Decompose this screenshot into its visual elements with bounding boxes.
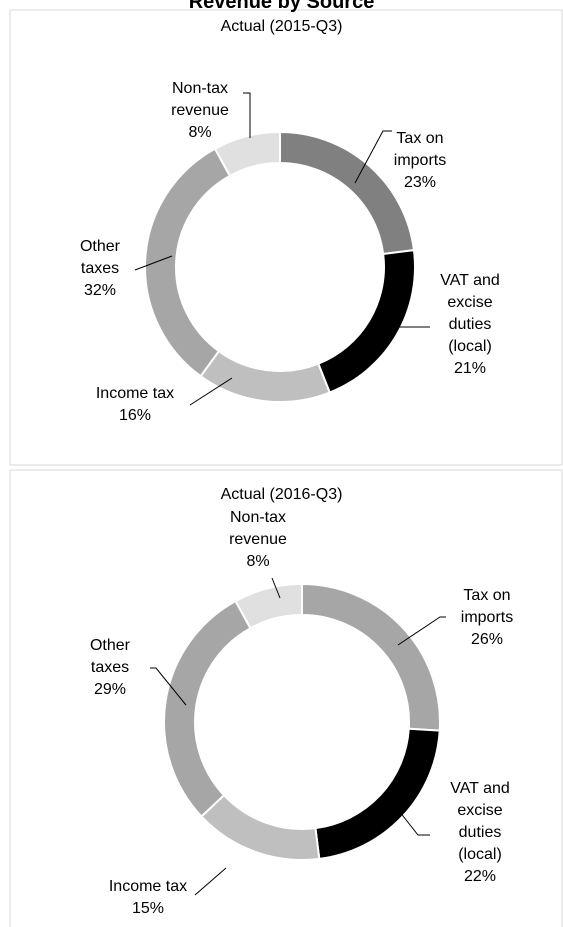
slice-label: Other taxes 29% — [70, 635, 150, 701]
leader-line — [391, 801, 430, 836]
leader-line — [134, 255, 173, 271]
chart-title: Actual (2016-Q3) — [0, 486, 563, 504]
donut-slice — [199, 349, 331, 403]
slice-label: Income tax 16% — [80, 383, 190, 427]
donut-slice — [213, 130, 281, 178]
donut-slice — [316, 248, 416, 394]
slice-label: Other taxes 32% — [60, 236, 140, 302]
panel-frame — [9, 469, 563, 927]
slice-value: 16% — [118, 407, 152, 424]
leader-line — [194, 867, 227, 896]
leader-line — [150, 667, 187, 706]
slice-value: 22% — [463, 868, 497, 885]
slice-label: VAT and excise duties (local) 21% — [430, 270, 510, 380]
slice-value: 8% — [188, 124, 212, 141]
leader-line — [397, 616, 446, 646]
donut-slice — [199, 793, 321, 861]
leader-line — [354, 130, 392, 184]
page-title: Revenue by Source — [188, 0, 375, 13]
slice-value: 15% — [131, 900, 165, 917]
slice-value: 8% — [246, 553, 270, 570]
chart-title-text: Actual (2016-Q3) — [220, 486, 343, 503]
slice-name: Non-tax revenue — [171, 80, 229, 119]
chart-title: Actual (2015-Q3) — [0, 18, 563, 36]
slice-value: 21% — [453, 360, 487, 377]
leader-line — [271, 577, 281, 599]
slice-name: Tax on imports — [460, 587, 514, 626]
donut-slice — [314, 727, 441, 861]
chart-title-text: Actual (2015-Q3) — [220, 18, 343, 35]
slice-value: 26% — [470, 631, 504, 648]
slice-value: 29% — [93, 681, 127, 698]
slice-name: VAT and excise duties (local) — [450, 780, 510, 863]
slice-name: Income tax — [95, 385, 175, 402]
slice-label: Tax on imports 26% — [447, 585, 527, 651]
slice-name: Non-tax revenue — [229, 509, 287, 548]
slice-label: VAT and excise duties (local) 22% — [440, 778, 520, 888]
slice-label: Non-tax revenue 8% — [160, 78, 240, 144]
slice-label: Non-tax revenue 8% — [218, 507, 298, 573]
leader-line — [243, 92, 251, 138]
leader-line — [189, 377, 233, 406]
slice-name: Income tax — [108, 878, 188, 895]
slice-name: VAT and excise duties (local) — [440, 272, 500, 355]
donut-slice — [234, 582, 303, 630]
slice-value: 32% — [83, 282, 117, 299]
panel-frame — [9, 9, 563, 466]
donut-slice — [163, 599, 252, 818]
donut-slice — [301, 582, 441, 732]
slice-name: Other taxes — [89, 637, 130, 676]
slice-name: Other taxes — [79, 238, 120, 277]
slice-name: Tax on imports — [393, 130, 447, 169]
slice-label: Tax on imports 23% — [380, 128, 460, 194]
slice-label: Income tax 15% — [90, 876, 206, 920]
slice-value: 23% — [403, 174, 437, 191]
donut-slice — [144, 147, 232, 378]
